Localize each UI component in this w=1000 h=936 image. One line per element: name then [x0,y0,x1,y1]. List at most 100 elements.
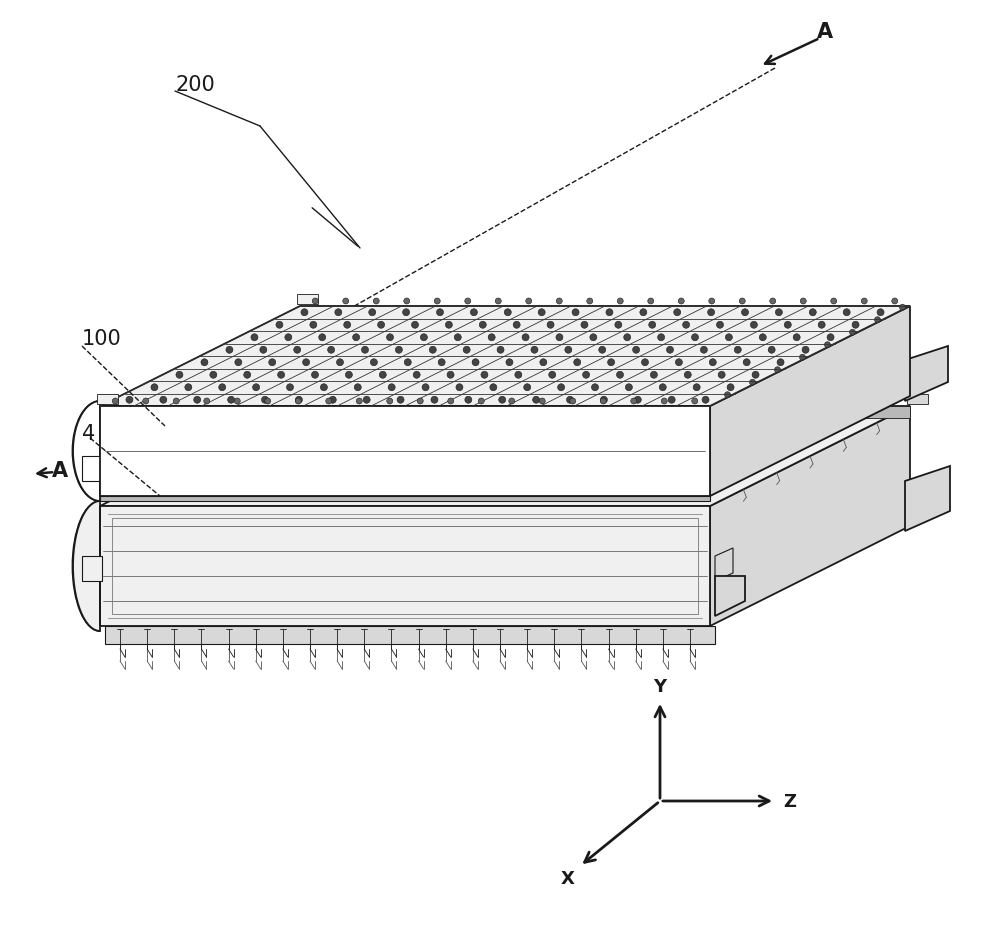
Circle shape [818,322,825,329]
Circle shape [565,347,572,354]
Circle shape [725,334,732,342]
Circle shape [716,322,724,329]
Circle shape [539,399,545,404]
Circle shape [497,347,504,354]
Circle shape [750,322,757,329]
Circle shape [899,305,905,311]
Text: Y: Y [653,678,667,695]
Circle shape [809,310,816,316]
Circle shape [326,399,332,404]
Circle shape [659,385,666,391]
Circle shape [616,372,624,379]
Circle shape [143,399,149,404]
Circle shape [624,334,631,342]
Circle shape [310,322,317,329]
Circle shape [566,397,574,403]
Circle shape [235,359,242,366]
Polygon shape [297,295,318,305]
Text: 4: 4 [82,424,95,444]
Circle shape [295,399,301,404]
Circle shape [524,385,531,391]
Circle shape [329,397,336,403]
Circle shape [666,347,674,354]
Polygon shape [97,395,118,404]
Circle shape [556,299,562,305]
Circle shape [210,372,217,379]
Circle shape [488,334,495,342]
Text: X: X [561,869,575,887]
Circle shape [509,399,515,404]
Circle shape [278,372,285,379]
Circle shape [362,347,369,354]
Circle shape [802,347,809,354]
Circle shape [608,359,615,366]
Circle shape [276,322,283,329]
Circle shape [378,322,385,329]
Circle shape [429,347,436,354]
Circle shape [531,347,538,354]
Circle shape [513,322,520,329]
Circle shape [861,299,867,305]
Circle shape [176,372,183,379]
Circle shape [770,299,776,305]
Circle shape [495,299,501,305]
Circle shape [356,399,362,404]
Circle shape [226,347,233,354]
Circle shape [642,359,648,366]
Circle shape [522,334,529,342]
Circle shape [445,322,452,329]
Polygon shape [73,502,100,631]
Circle shape [892,299,898,305]
Circle shape [634,397,641,403]
Polygon shape [105,626,715,644]
Circle shape [262,397,269,403]
Circle shape [768,347,775,354]
Circle shape [303,359,310,366]
Circle shape [301,310,308,316]
Circle shape [877,310,884,316]
Circle shape [640,310,647,316]
Circle shape [777,359,784,366]
Polygon shape [100,506,710,626]
Circle shape [526,299,532,305]
Circle shape [345,372,352,379]
Circle shape [684,372,691,379]
Circle shape [244,372,251,379]
Circle shape [599,347,606,354]
Circle shape [490,385,497,391]
Circle shape [658,334,665,342]
Circle shape [201,359,208,366]
Circle shape [549,372,556,379]
Text: Z: Z [784,792,796,811]
Circle shape [251,334,258,342]
Circle shape [470,310,477,316]
Circle shape [436,310,444,316]
Circle shape [472,359,479,366]
Circle shape [319,334,326,342]
Circle shape [759,334,766,342]
Circle shape [700,347,707,354]
Circle shape [633,347,640,354]
Circle shape [353,334,360,342]
Circle shape [478,399,484,404]
Circle shape [606,310,613,316]
Circle shape [320,385,327,391]
Circle shape [287,385,294,391]
Polygon shape [300,406,910,418]
Circle shape [692,399,698,404]
Circle shape [538,310,545,316]
Circle shape [572,310,579,316]
Circle shape [718,372,725,379]
Circle shape [793,334,800,342]
Circle shape [126,397,133,403]
Polygon shape [905,466,950,532]
Circle shape [228,397,235,403]
Circle shape [683,322,690,329]
Circle shape [404,359,411,366]
Circle shape [583,372,590,379]
Circle shape [709,359,716,366]
Polygon shape [82,556,102,581]
Polygon shape [100,496,710,502]
Circle shape [824,343,830,348]
Circle shape [269,359,276,366]
